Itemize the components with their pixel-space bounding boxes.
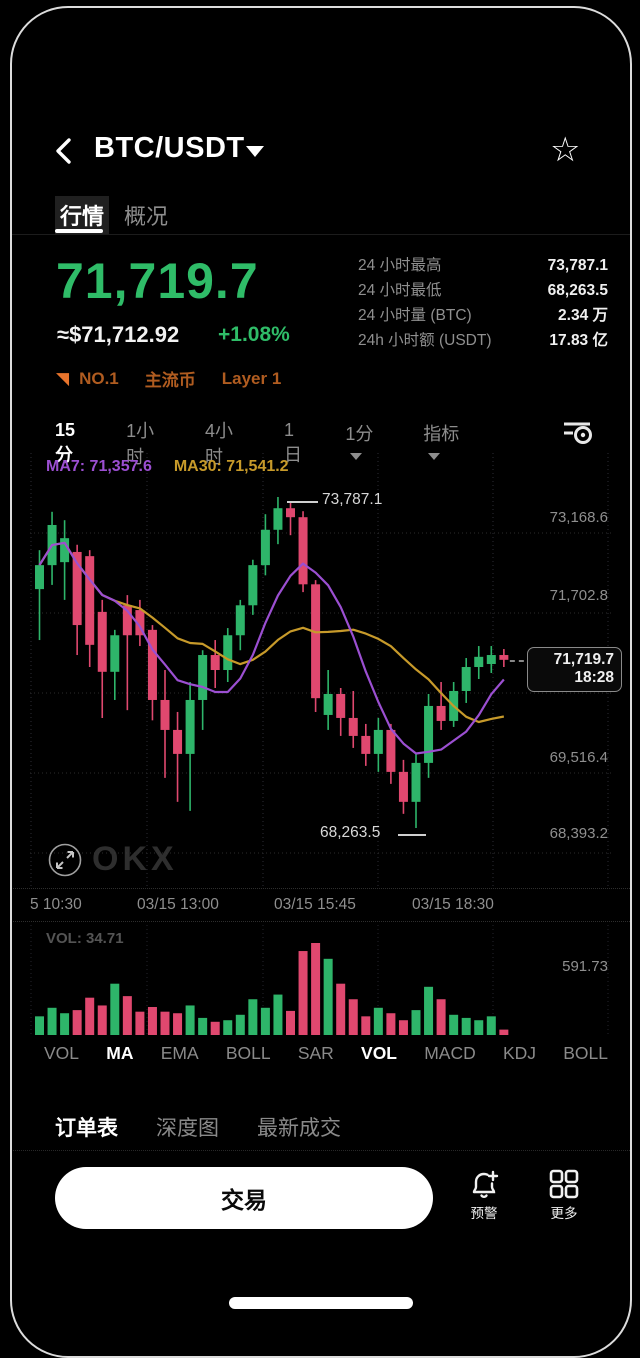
tab-order-book[interactable]: 订单表 (55, 1117, 118, 1140)
approx-usd: ≈$71,712.92 (57, 322, 180, 347)
y-axis-label: 68,393.2 (549, 825, 608, 842)
badges-row: ◥︎ NO.1 主流币 Layer 1 (56, 366, 281, 391)
home-indicator[interactable] (229, 1297, 413, 1309)
layer-badge[interactable]: Layer 1 (221, 368, 282, 388)
y-axis-label: 71,702.8 (549, 587, 608, 604)
expand-icon[interactable] (48, 843, 82, 877)
orderbook-tabs: 订单表 深度图 最新成交 (55, 1112, 341, 1142)
timeframe-1d[interactable]: 1日 (283, 419, 302, 465)
indicator-ma[interactable]: MA (106, 1043, 134, 1063)
x-axis-label: 03/15 18:30 (412, 896, 494, 913)
volume-chart[interactable] (30, 925, 612, 1037)
indicator-menu[interactable]: 指标 (423, 420, 475, 467)
divider (12, 888, 630, 889)
indicator-vol-main[interactable]: VOL (44, 1043, 80, 1063)
ma-legend: MA7: 71,357.6 MA30: 71,541.2 (46, 458, 289, 476)
high-marker-line (287, 501, 318, 503)
low-annotation: 68,263.5 (320, 824, 381, 841)
chart-settings-icon[interactable] (562, 418, 594, 446)
timeframe-4h[interactable]: 4小时 (205, 421, 234, 467)
symbol-dropdown-icon[interactable] (246, 146, 264, 157)
bell-plus-icon (472, 1170, 499, 1198)
low-marker-line (398, 834, 426, 836)
more-action[interactable]: 更多 (538, 1168, 590, 1222)
tab-underline (55, 229, 103, 233)
back-button[interactable] (50, 136, 80, 166)
chart-watermark: OKX (48, 840, 178, 879)
trade-button[interactable]: 交易 (55, 1167, 433, 1229)
page-title: BTC/USDT (94, 132, 245, 164)
ma30-label: MA30: 71,541.2 (173, 458, 289, 475)
rank-badge[interactable]: NO.1 (79, 368, 119, 388)
timeframe-1h[interactable]: 1小时 (126, 421, 155, 467)
indicator-boll-main[interactable]: BOLL (225, 1043, 271, 1063)
volume-scale-label: 591.73 (562, 958, 608, 975)
indicator-tabs: VOL MA EMA BOLL SAR VOL MACD KDJ BOLL (44, 1043, 608, 1064)
indicator-boll-sub[interactable]: BOLL (563, 1043, 608, 1063)
divider (12, 921, 630, 922)
stats-panel: 24 小时最高 73,787.1 24 小时最低 68,263.5 24 小时量 (… (358, 256, 608, 350)
x-axis-label: 5 10:30 (30, 896, 82, 913)
stat-volume-btc: 24 小时量 (BTC) 2.34 万 (358, 307, 608, 324)
timeframe-15m[interactable]: 15分 (55, 419, 76, 465)
current-time: 18:28 (574, 669, 614, 686)
tab-depth-chart[interactable]: 深度图 (156, 1117, 219, 1140)
flame-icon: ◥︎ (56, 368, 70, 388)
change-percent: +1.08% (218, 323, 290, 346)
current-price-tag[interactable]: 71,719.7 18:28 (527, 647, 622, 692)
ma7-label: MA7: 71,357.6 (46, 458, 152, 475)
timeframe-bar: 15分 1小时 4小时 1日 1分 指标 (55, 417, 475, 469)
more-label: 更多 (550, 1206, 578, 1221)
x-axis-label: 03/15 13:00 (137, 896, 219, 913)
timeframe-more[interactable]: 1分 (345, 420, 389, 467)
divider (12, 1150, 630, 1151)
grid-icon (549, 1169, 579, 1199)
indicator-kdj[interactable]: KDJ (502, 1043, 537, 1063)
stat-low: 24 小时最低 68,263.5 (358, 282, 608, 299)
chevron-down-icon (350, 453, 363, 461)
high-annotation: 73,787.1 (322, 491, 383, 508)
current-price: 71,719.7 (553, 651, 614, 668)
y-axis-label: 73,168.6 (549, 509, 608, 526)
last-price: 71,719.7 (56, 253, 259, 309)
favorite-star-icon[interactable]: ☆ (550, 131, 581, 169)
indicator-macd[interactable]: MACD (424, 1043, 476, 1063)
phone-frame: BTC/USDT ☆ 行情 概况 71,719.7 ≈$71,712.92 +1… (10, 6, 632, 1358)
alert-action[interactable]: 预警 (458, 1168, 510, 1222)
indicator-sar[interactable]: SAR (297, 1043, 334, 1063)
y-axis-label: 69,516.4 (549, 749, 608, 766)
stat-high: 24 小时最高 73,787.1 (358, 257, 608, 274)
alert-label: 预警 (470, 1206, 498, 1221)
stat-turnover-usdt: 24h 小时额 (USDT) 17.83 亿 (358, 332, 608, 349)
okx-logo: OKX (92, 840, 178, 878)
volume-value-label: VOL: 34.71 (46, 930, 124, 947)
tab-latest-trades[interactable]: 最新成交 (257, 1117, 341, 1140)
indicator-ema[interactable]: EMA (160, 1043, 199, 1063)
tab-market[interactable]: 行情 (55, 196, 110, 234)
category-badge[interactable]: 主流币 (144, 371, 196, 390)
chevron-down-icon (428, 453, 441, 461)
x-axis-label: 03/15 15:45 (274, 896, 356, 913)
indicator-vol-sub[interactable]: VOL (361, 1043, 397, 1063)
divider (12, 234, 630, 235)
tab-overview[interactable]: 概况 (124, 204, 169, 229)
app-screen: BTC/USDT ☆ 行情 概况 71,719.7 ≈$71,712.92 +1… (12, 8, 630, 1336)
